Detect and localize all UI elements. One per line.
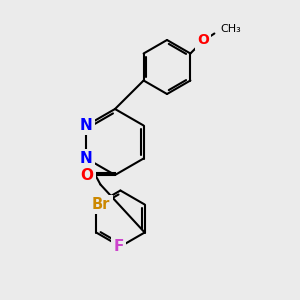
Text: Br: Br xyxy=(92,197,110,212)
Text: O: O xyxy=(80,167,94,182)
Text: O: O xyxy=(197,34,209,47)
Text: CH₃: CH₃ xyxy=(220,25,241,34)
Text: N: N xyxy=(80,151,93,166)
Text: F: F xyxy=(113,239,124,254)
Text: N: N xyxy=(80,118,93,133)
